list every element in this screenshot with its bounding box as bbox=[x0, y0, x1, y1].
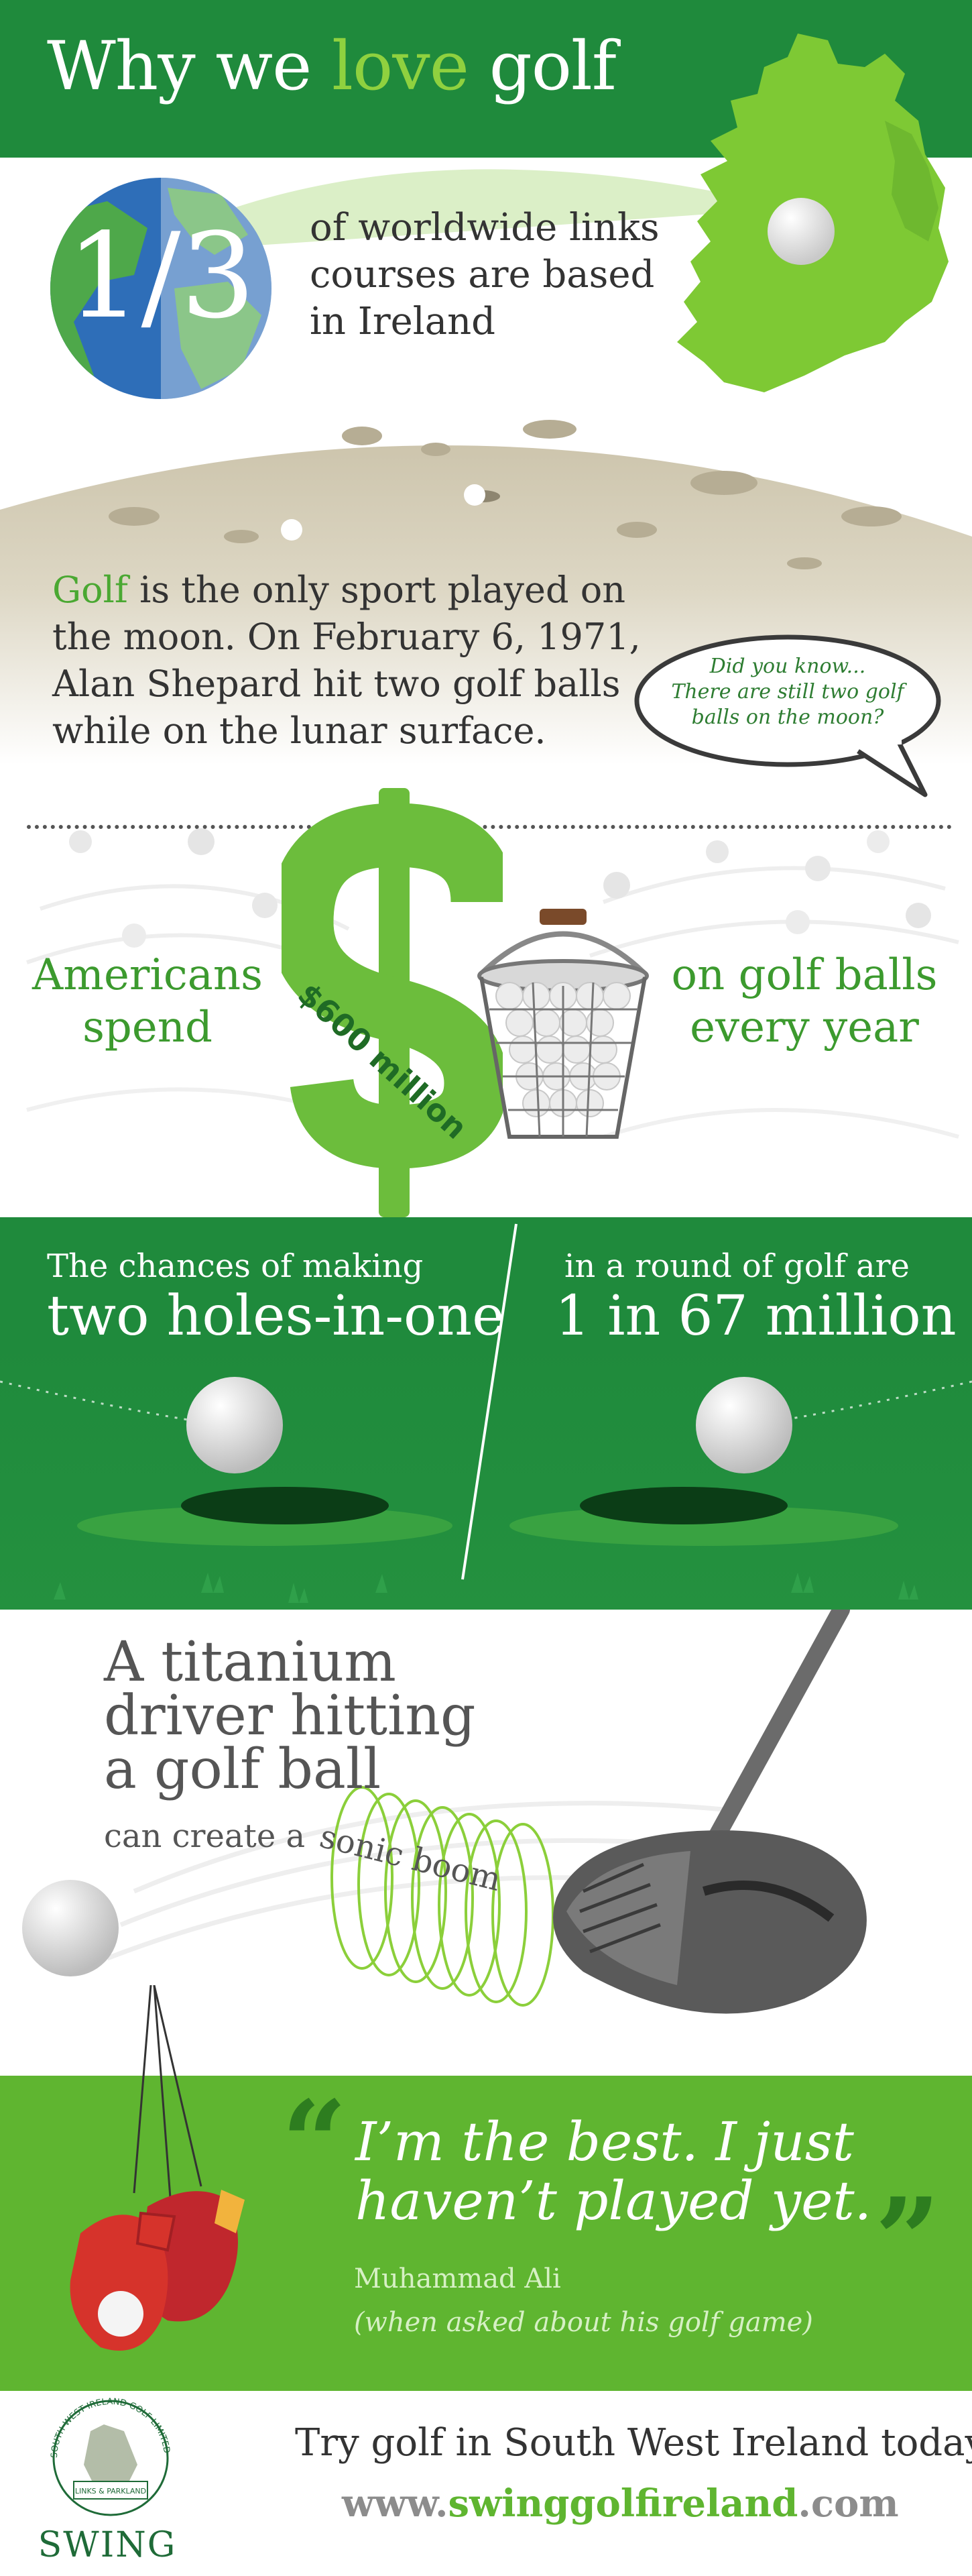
boxing-gloves-icon bbox=[70, 1985, 245, 2351]
quote-text: I’m the best. I just haven’t played yet. bbox=[355, 2111, 872, 2232]
sonic-line1: A titanium bbox=[104, 1630, 396, 1694]
sonic-line2: driver hitting bbox=[104, 1684, 476, 1748]
golf-ball-icon bbox=[186, 1377, 283, 1473]
sonic-boom-illustration bbox=[106, 1610, 867, 2014]
moon-stat-text: Golf is the only sport played on the moo… bbox=[52, 569, 641, 752]
section-divider bbox=[27, 825, 952, 829]
golf-ball-icon bbox=[22, 1880, 119, 1976]
bubble-body: There are still two golf balls on the mo… bbox=[671, 680, 904, 729]
sonic-line4: can create a bbox=[104, 1817, 306, 1855]
links-stat-text: of worldwide links courses are based in … bbox=[310, 206, 660, 343]
close-quote-mark: ” bbox=[875, 2173, 940, 2307]
holes-in-one-section bbox=[0, 1217, 972, 1610]
bubble-title: Did you know... bbox=[709, 655, 866, 678]
footer-website-link[interactable]: www.swinggolfireland.com bbox=[342, 2481, 899, 2526]
quote-author: Muhammad Ali bbox=[354, 2263, 561, 2294]
map-beam-shape bbox=[215, 169, 791, 248]
holes-right-line1: in a round of golf are bbox=[564, 1247, 910, 1285]
golf-ball-icon bbox=[696, 1377, 792, 1473]
putting-green-illustration bbox=[0, 1223, 972, 1610]
footer-tagline: Try golf in South West Ireland today bbox=[295, 2421, 972, 2465]
open-quote-mark: “ bbox=[282, 2076, 347, 2210]
holes-right-line2: 1 in 67 million bbox=[555, 1284, 957, 1348]
quote-context: (when asked about his golf game) bbox=[354, 2307, 813, 2338]
holes-left-line1: The chances of making bbox=[47, 1247, 424, 1285]
spend-left-text: Americans spend bbox=[32, 950, 263, 1052]
moon-fact-bubble-text: Did you know... There are still two golf… bbox=[654, 654, 922, 730]
ball-basket-icon bbox=[477, 909, 649, 1139]
page-title: Why we love golf bbox=[47, 27, 617, 105]
swing-logo-emblem: SOUTH WEST IRELAND GOLF LIMITED LINKS & … bbox=[50, 2397, 172, 2516]
golf-ball-icon bbox=[768, 198, 835, 265]
speech-bubble bbox=[634, 634, 941, 797]
logo-wordmark[interactable]: SWING bbox=[38, 2525, 177, 2565]
fraction-stat: 1/3 bbox=[66, 209, 255, 345]
logo-badge-text: LINKS & PARKLAND bbox=[75, 2487, 146, 2496]
sonic-line3: a golf ball bbox=[104, 1738, 381, 1801]
globe-icon bbox=[50, 178, 271, 399]
holes-left-line2: two holes-in-one bbox=[47, 1284, 505, 1348]
spend-right-text: on golf balls every year bbox=[671, 950, 938, 1052]
dollar-sign-icon bbox=[282, 788, 503, 1217]
